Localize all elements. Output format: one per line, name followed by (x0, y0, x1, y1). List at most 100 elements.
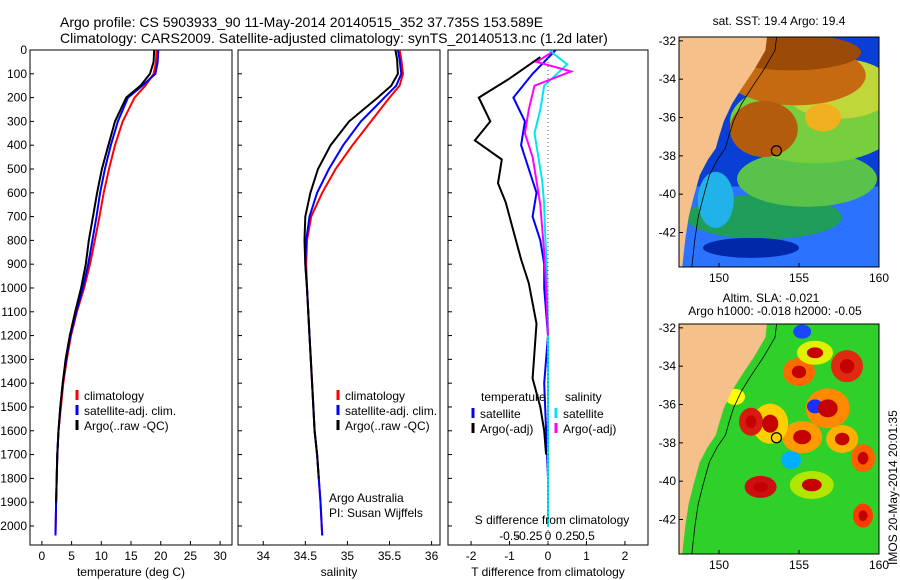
y-tick-label: -34 (659, 359, 677, 373)
x-tick-label: 25 (184, 549, 198, 563)
y-tick-label: 300 (7, 114, 27, 128)
y-tick-label: -38 (659, 436, 677, 450)
y-tick-label: 200 (7, 91, 27, 105)
s-tick-label: 0.5 (578, 529, 595, 543)
x-tick-label: 150 (709, 558, 729, 572)
y-tick-label: 400 (7, 138, 27, 152)
y-tick-label: 2000 (0, 519, 27, 533)
salinity_profile-frame (237, 49, 441, 546)
header-line-1: Argo profile: CS 5903933_90 11-May-2014 … (60, 14, 544, 30)
sla-core (817, 399, 838, 418)
x-tick-label: 30 (213, 549, 227, 563)
x-tick-label: 20 (154, 549, 168, 563)
sla_map-panel: 150 155 160 -32 -34 -36 -38 -40 -42 Altim. SLA: -… (659, 291, 890, 572)
salinity_profile-panel: 34 34.5 35 35.5 36 salinity climatologysatelli… (237, 49, 441, 579)
sla-core (857, 451, 869, 465)
land-mass (679, 324, 767, 554)
sst-patch (729, 101, 798, 157)
series-line-temperature-argo-adj- (473, 56, 548, 455)
x-tick-label: 160 (869, 558, 889, 572)
s-tick-label: 0.25 (556, 529, 580, 543)
sla-core (753, 481, 768, 492)
y-tick-label: 500 (7, 162, 27, 176)
sla-core (801, 478, 822, 492)
y-tick-label: -36 (659, 111, 677, 125)
s-tick-label: 0 (545, 529, 552, 543)
legend-entry: climatology (84, 389, 144, 403)
sla-core (806, 347, 824, 359)
y-tick-label: -42 (659, 513, 677, 527)
x-tick-label: 36 (425, 549, 439, 563)
y-tick-label: -42 (659, 226, 677, 240)
temperature_profile-panel: 0100200300400500600700800900100011001200… (0, 43, 233, 579)
land-mass (679, 37, 767, 267)
sla-patch (781, 451, 801, 470)
sla-core (839, 358, 855, 374)
legend-entry: Argo(..raw -QC) (84, 419, 169, 433)
sst_map-frame (678, 36, 880, 268)
legend-entry: climatology (345, 389, 405, 403)
sla_map-field (679, 324, 879, 554)
y-tick-label: 1000 (0, 281, 27, 295)
y-tick-label: 1700 (0, 448, 27, 462)
legend-entry: Argo(..raw -QC) (345, 419, 430, 433)
x-tick-label: 160 (869, 271, 889, 285)
temperature_profile-xlabel: temperature (deg C) (77, 565, 185, 579)
x-tick-label: 35 (341, 549, 355, 563)
x-tick-label: 35.5 (378, 549, 402, 563)
x-tick-label: 150 (709, 271, 729, 285)
y-tick-label: 1400 (0, 376, 27, 390)
x-tick-label: 5 (68, 549, 75, 563)
series-line-argo-raw-qc- (55, 50, 156, 503)
x-tick-label: -1 (504, 549, 515, 563)
y-tick-label: 1800 (0, 471, 27, 485)
s-tick-label: -0.5 (499, 529, 520, 543)
sst-patch (703, 237, 799, 258)
annotation-line: PI: Susan Wijffels (329, 506, 423, 520)
temperature_profile-frame (29, 49, 233, 546)
top-xlabel: S difference from climatology (475, 513, 630, 527)
y-tick-label: 1100 (1, 305, 27, 319)
sst-patch (737, 150, 877, 207)
sst-patch (697, 171, 734, 228)
legend-entry: satellite-adj. clim. (345, 404, 437, 418)
sla-core (835, 432, 850, 446)
y-tick-label: -38 (659, 149, 677, 163)
sla-core (793, 429, 812, 445)
header-line-2: Climatology: CARS2009. Satellite-adjuste… (60, 30, 608, 46)
sla-core (791, 365, 807, 379)
s-tick-label: -0.25 (515, 529, 543, 543)
x-tick-label: 155 (789, 558, 809, 572)
difference_profile-xlabel: T difference from climatology (471, 565, 625, 579)
salinity_profile-series-group (303, 50, 405, 536)
y-tick-label: 100 (7, 67, 27, 81)
x-tick-label: 155 (789, 271, 809, 285)
y-tick-label: -34 (659, 72, 677, 86)
difference_profile-series-group (473, 50, 575, 526)
sla-patch (793, 324, 812, 339)
sla_map-frame (678, 323, 880, 555)
temperature_profile-series-group (54, 50, 160, 536)
y-tick-label: 800 (7, 233, 27, 247)
legend-entry: Argo(-adj) (480, 422, 533, 436)
sst-patch (805, 103, 841, 132)
y-tick-label: 1500 (0, 400, 27, 414)
argo-position-marker (770, 145, 783, 157)
x-tick-label: 0 (39, 549, 46, 563)
y-tick-label: -32 (659, 34, 677, 48)
legend-entry: satellite (563, 407, 604, 421)
difference_profile-panel: -2 -1 0 1 2 T difference from climatology S di… (447, 49, 649, 579)
annotation-line: Argo Australia (329, 491, 404, 505)
series-line-argo-raw-qc- (303, 50, 399, 479)
legend-entry: satellite-adj. clim. (84, 404, 176, 418)
x-tick-label: -2 (466, 549, 477, 563)
x-tick-label: 1 (583, 549, 590, 563)
sst_map-panel: 150 155 160 -32 -34 -36 -38 -40 -42 sat. SST: 19.… (659, 14, 890, 285)
x-tick-label: 15 (124, 549, 138, 563)
isobath-contour (691, 324, 777, 554)
legend-header: salinity (565, 390, 602, 404)
map-title: sat. SST: 19.4 Argo: 19.4 (713, 14, 846, 28)
x-tick-label: 34.5 (294, 549, 318, 563)
y-tick-label: -40 (659, 187, 677, 201)
